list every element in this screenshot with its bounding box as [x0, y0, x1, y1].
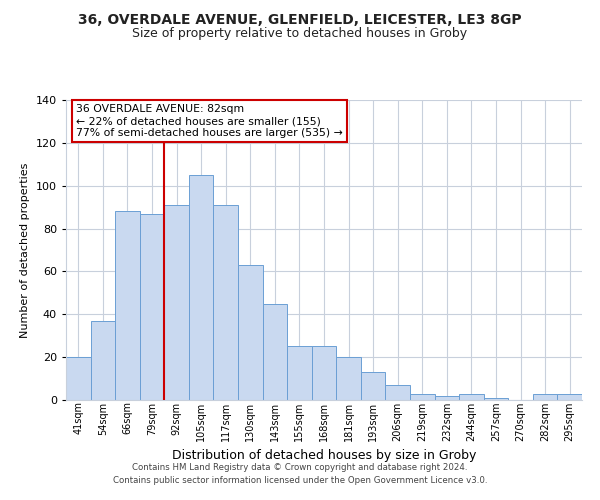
Bar — [533, 394, 557, 400]
Text: 36, OVERDALE AVENUE, GLENFIELD, LEICESTER, LE3 8GP: 36, OVERDALE AVENUE, GLENFIELD, LEICESTE… — [78, 12, 522, 26]
Bar — [140, 214, 164, 400]
Text: 36 OVERDALE AVENUE: 82sqm
← 22% of detached houses are smaller (155)
77% of semi: 36 OVERDALE AVENUE: 82sqm ← 22% of detac… — [76, 104, 343, 138]
Text: Contains public sector information licensed under the Open Government Licence v3: Contains public sector information licen… — [113, 476, 487, 485]
Bar — [484, 398, 508, 400]
Bar — [91, 320, 115, 400]
Text: Contains HM Land Registry data © Crown copyright and database right 2024.: Contains HM Land Registry data © Crown c… — [132, 464, 468, 472]
Bar — [361, 372, 385, 400]
Bar — [434, 396, 459, 400]
Bar — [115, 212, 140, 400]
Bar — [287, 346, 312, 400]
X-axis label: Distribution of detached houses by size in Groby: Distribution of detached houses by size … — [172, 449, 476, 462]
Bar — [557, 394, 582, 400]
Bar — [459, 394, 484, 400]
Y-axis label: Number of detached properties: Number of detached properties — [20, 162, 30, 338]
Bar — [410, 394, 434, 400]
Bar — [189, 175, 214, 400]
Bar — [214, 205, 238, 400]
Bar — [164, 205, 189, 400]
Bar — [263, 304, 287, 400]
Bar — [238, 265, 263, 400]
Bar — [66, 357, 91, 400]
Bar — [312, 346, 336, 400]
Text: Size of property relative to detached houses in Groby: Size of property relative to detached ho… — [133, 28, 467, 40]
Bar — [385, 385, 410, 400]
Bar — [336, 357, 361, 400]
